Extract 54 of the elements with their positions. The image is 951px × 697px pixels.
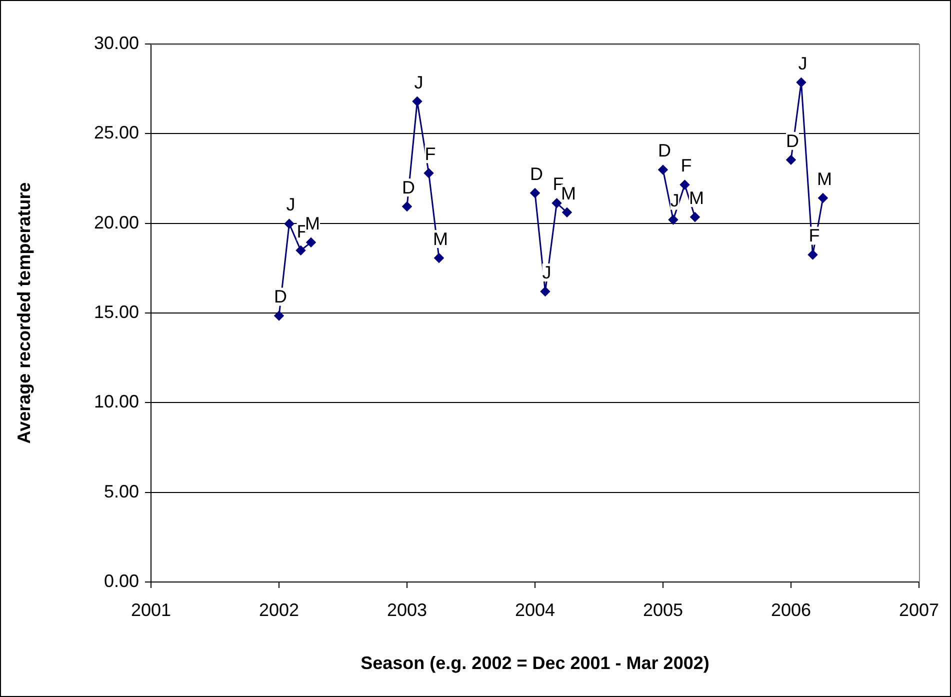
- point: [424, 168, 434, 178]
- x-tick-label: 2006: [770, 600, 812, 620]
- point: [680, 180, 690, 190]
- x-tick-label: 2004: [514, 600, 556, 620]
- data-label: D: [786, 130, 799, 151]
- x-tick-label: 2007: [898, 600, 939, 620]
- x-tick-label: 2003: [386, 600, 428, 620]
- data-label: J: [670, 190, 680, 211]
- point: [274, 310, 284, 321]
- data-label: D: [274, 286, 287, 307]
- x-tick-label: 2002: [258, 600, 300, 620]
- point: [562, 207, 572, 218]
- x-tick-label: 2005: [642, 600, 684, 620]
- point: [434, 252, 444, 263]
- point: [540, 286, 550, 296]
- data-label: D: [402, 177, 415, 198]
- y-tick-label: 20.00: [94, 212, 139, 232]
- data-label: D: [658, 140, 671, 161]
- point: [796, 77, 806, 88]
- point: [552, 198, 562, 208]
- point: [808, 250, 818, 260]
- data-label: M: [304, 213, 320, 234]
- x-axis-title: Season (e.g. 2002 = Dec 2001 - Mar 2002): [360, 653, 710, 674]
- point: [690, 212, 700, 222]
- data-label: J: [798, 53, 808, 74]
- y-tick-label: 0.00: [104, 570, 139, 591]
- point: [818, 193, 828, 204]
- data-label: J: [542, 262, 552, 282]
- point: [530, 188, 540, 198]
- y-tick-label: 5.00: [104, 481, 139, 502]
- data-label: M: [560, 183, 576, 204]
- point: [296, 245, 306, 256]
- data-label: F: [808, 226, 820, 246]
- point: [786, 154, 796, 165]
- y-axis-title: Average recorded temperature: [14, 182, 34, 444]
- x-tick-label: 2001: [130, 600, 172, 620]
- point: [284, 218, 294, 229]
- data-label: J: [414, 72, 424, 92]
- data-label: M: [816, 169, 832, 190]
- point: [402, 201, 412, 212]
- data-label: F: [680, 156, 692, 176]
- data-label: D: [530, 164, 543, 184]
- y-tick-label: 10.00: [94, 392, 139, 412]
- point: [306, 237, 316, 248]
- y-tick-label: 25.00: [94, 122, 139, 143]
- point: [412, 96, 422, 106]
- data-label: J: [286, 194, 296, 215]
- data-label: M: [688, 188, 704, 208]
- data-label: M: [432, 228, 448, 249]
- point: [658, 164, 668, 175]
- y-tick-label: 15.00: [94, 302, 139, 322]
- point: [668, 214, 678, 225]
- y-tick-label: 30.00: [94, 32, 139, 53]
- data-label: F: [424, 144, 436, 164]
